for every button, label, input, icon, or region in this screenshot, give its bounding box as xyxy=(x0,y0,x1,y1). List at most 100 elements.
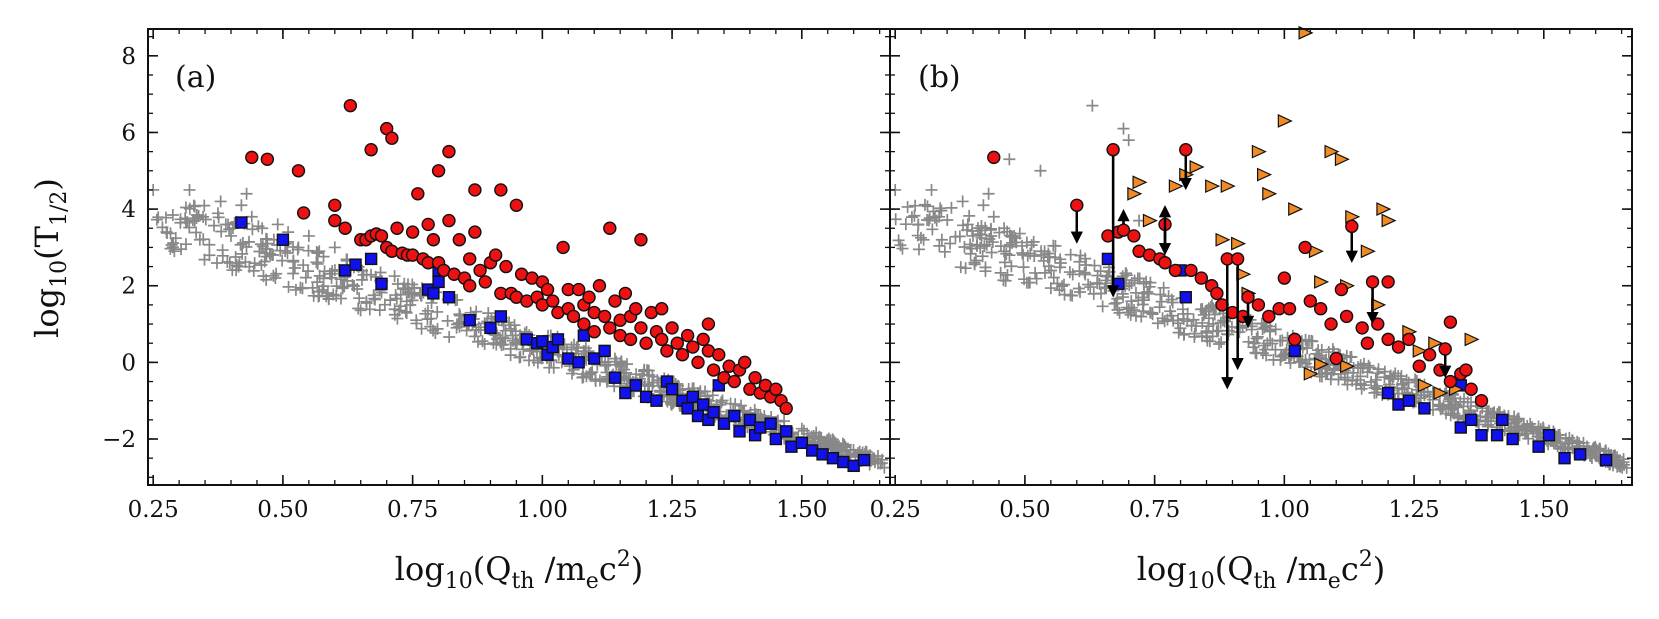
gray-plus-point xyxy=(310,256,323,269)
blue-square-point xyxy=(743,413,757,427)
arrow-head xyxy=(1159,205,1172,218)
gray-plus-point xyxy=(1166,296,1179,309)
gray-plus-point xyxy=(1247,341,1260,354)
gray-plus-point xyxy=(1100,270,1113,283)
gray-plus-point xyxy=(580,370,593,383)
gray-plus-point xyxy=(214,195,227,208)
arrow-head xyxy=(1179,177,1192,190)
x-tick-label: 1.00 xyxy=(517,497,568,523)
red-circle-point xyxy=(1334,282,1349,297)
blue-square-point xyxy=(494,310,508,323)
red-circle-point xyxy=(245,150,259,165)
red-circle-point xyxy=(374,229,389,243)
red-circle-point xyxy=(1345,219,1359,234)
gray-plus-point xyxy=(1384,369,1397,382)
blue-square-point xyxy=(697,398,710,411)
red-circle-point xyxy=(390,221,404,235)
gray-plus-point xyxy=(869,456,882,469)
red-circle-point xyxy=(556,240,570,255)
red-circle-point xyxy=(1179,143,1193,157)
gray-plus-point xyxy=(1587,441,1600,454)
gray-plus-point xyxy=(168,245,181,258)
gray-plus-point xyxy=(1618,458,1631,471)
orange-triangle-point xyxy=(1314,357,1330,372)
blue-square-point xyxy=(1558,451,1571,465)
blue-square-point xyxy=(608,371,622,384)
arrow-head xyxy=(1242,315,1255,328)
blue-square-point xyxy=(427,287,440,300)
red-circle-point xyxy=(1210,286,1224,301)
gray-plus-point xyxy=(971,222,984,235)
gray-plus-point xyxy=(476,335,489,348)
gray-plus-point xyxy=(164,227,177,240)
gray-plus-point xyxy=(912,218,925,231)
blue-square-point xyxy=(1573,448,1587,461)
red-circle-point xyxy=(670,336,684,350)
x-tick-label: 0.25 xyxy=(128,497,179,523)
gray-plus-point xyxy=(1016,246,1029,259)
gray-plus-point xyxy=(292,241,305,254)
blue-square-point xyxy=(629,379,642,392)
red-circle-point xyxy=(1391,340,1406,354)
gray-plus-point xyxy=(994,240,1007,253)
gray-plus-point xyxy=(297,259,310,272)
orange-triangle-point xyxy=(1340,359,1356,374)
orange-triangle-point xyxy=(1220,179,1236,194)
red-circle-point xyxy=(1184,263,1198,278)
gray-plus-point xyxy=(1137,305,1150,318)
panel-a-label: (a) xyxy=(175,60,216,95)
gray-plus-point xyxy=(1269,323,1282,336)
gray-plus-point xyxy=(1146,308,1159,321)
gray-plus-point xyxy=(1446,401,1459,414)
gray-plus-point xyxy=(998,222,1011,235)
red-circle-point xyxy=(328,213,342,228)
blue-square-point xyxy=(754,421,767,434)
red-circle-point xyxy=(660,344,674,358)
blue-square-point xyxy=(764,417,777,430)
gray-plus-point xyxy=(1378,371,1391,384)
gray-plus-point xyxy=(1003,249,1016,262)
gray-plus-point xyxy=(994,266,1007,279)
blue-square-point xyxy=(1532,440,1545,453)
gray-plus-point xyxy=(1167,314,1180,327)
arrow-head xyxy=(1070,231,1083,244)
blue-square-point xyxy=(338,264,352,277)
gray-plus-point xyxy=(956,195,969,208)
gray-plus-point xyxy=(1294,356,1307,369)
panel-b-frame xyxy=(889,28,1633,486)
blue-square-point xyxy=(780,425,793,438)
blue-square-point xyxy=(1464,413,1478,427)
orange-triangle-point xyxy=(1417,378,1433,393)
blue-square-point xyxy=(1475,428,1488,442)
gray-plus-point xyxy=(478,337,491,350)
gray-plus-point xyxy=(977,199,990,212)
gray-plus-point xyxy=(1003,153,1016,166)
gray-plus-point xyxy=(1047,271,1060,284)
red-circle-point xyxy=(463,252,477,266)
gray-plus-point xyxy=(1119,267,1132,280)
orange-triangle-point xyxy=(1189,160,1205,174)
blue-square-point xyxy=(1506,432,1519,446)
gray-plus-point xyxy=(399,305,412,318)
gray-plus-point xyxy=(1370,379,1383,392)
gray-plus-point xyxy=(1017,261,1030,274)
gray-plus-point xyxy=(837,438,850,451)
gray-plus-point xyxy=(961,218,974,231)
red-circle-point xyxy=(296,206,311,220)
blue-square-point xyxy=(484,321,497,335)
gray-plus-point xyxy=(152,211,165,224)
gray-plus-point xyxy=(1084,281,1097,294)
gray-plus-point xyxy=(287,254,300,267)
red-circle-point xyxy=(634,321,648,335)
orange-triangle-point xyxy=(1288,202,1304,217)
gray-plus-point xyxy=(421,313,434,326)
red-circle-point xyxy=(1168,263,1183,278)
arrow-head xyxy=(1439,365,1452,378)
gray-plus-point xyxy=(1276,334,1289,347)
red-circle-point xyxy=(442,213,456,228)
y-tick-label: 6 xyxy=(121,120,136,146)
orange-triangle-point xyxy=(1303,366,1319,381)
gray-plus-point xyxy=(1066,289,1079,302)
gray-plus-point xyxy=(1208,308,1221,321)
red-circle-point xyxy=(1474,393,1489,408)
